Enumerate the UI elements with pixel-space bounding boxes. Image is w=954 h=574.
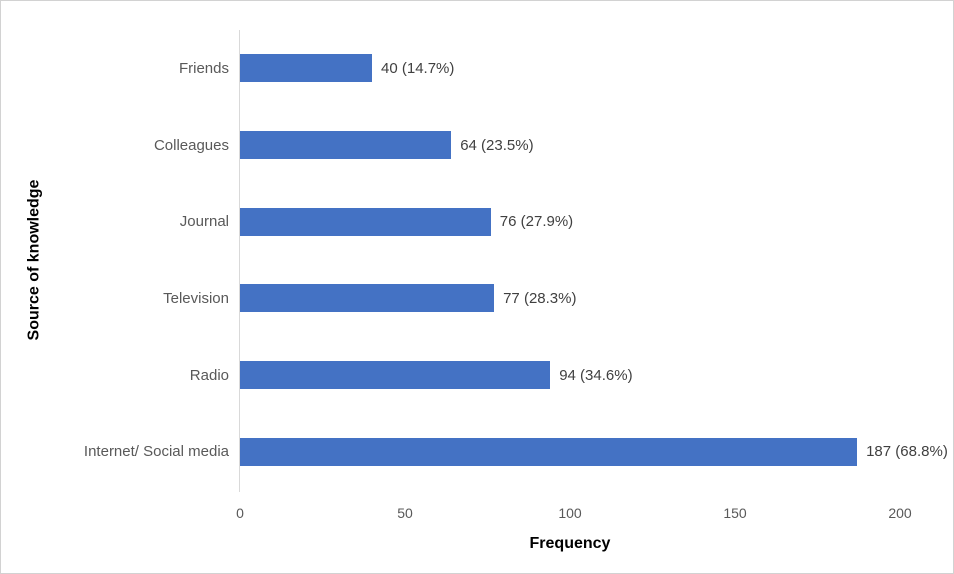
chart-row: 94 (34.6%) (240, 337, 900, 414)
chart-row: 187 (68.8%) (240, 413, 948, 490)
bar-data-label: 40 (14.7%) (381, 59, 455, 77)
category-label: Internet/ Social media (83, 443, 229, 461)
x-axis-ticks: 0 50 100 150 200 (236, 505, 912, 525)
x-tick-label: 100 (558, 505, 582, 521)
x-tick-label: 0 (236, 505, 244, 521)
category-label: Journal (179, 213, 229, 231)
x-tick-label: 150 (723, 505, 747, 521)
bar (240, 361, 551, 390)
bar (240, 207, 491, 236)
chart-row: 64 (23.5%) (240, 107, 900, 184)
category-label: Colleagues (153, 136, 229, 154)
bar (240, 437, 858, 466)
bar-data-label: 94 (34.6%) (559, 366, 633, 384)
x-tick-label: 50 (397, 505, 413, 521)
bar (240, 284, 495, 313)
category-label: Friends (178, 59, 229, 77)
category-labels: Friends Colleagues Journal Television Radio I… (1, 30, 229, 490)
bar-data-label: 64 (23.5%) (460, 136, 534, 154)
chart-row: 76 (27.9%) (240, 183, 900, 260)
bar-data-label: 77 (28.3%) (503, 289, 577, 307)
x-tick-label: 200 (888, 505, 912, 521)
x-axis-title: Frequency (529, 535, 611, 552)
chart-row: 77 (28.3%) (240, 260, 900, 337)
bar (240, 131, 452, 159)
chart-row: 40 (14.7%) (240, 30, 900, 107)
bar-data-label: 187 (68.8%) (866, 443, 948, 461)
y-axis-line (239, 30, 240, 492)
bar (240, 54, 372, 83)
category-label: Radio (189, 366, 229, 384)
category-label: Television (163, 289, 229, 307)
bars-area: 40 (14.7%) 64 (23.5%) 76 (27.9%) 77 (28.3%)… (240, 30, 948, 490)
bar-data-label: 76 (27.9%) (499, 213, 574, 231)
